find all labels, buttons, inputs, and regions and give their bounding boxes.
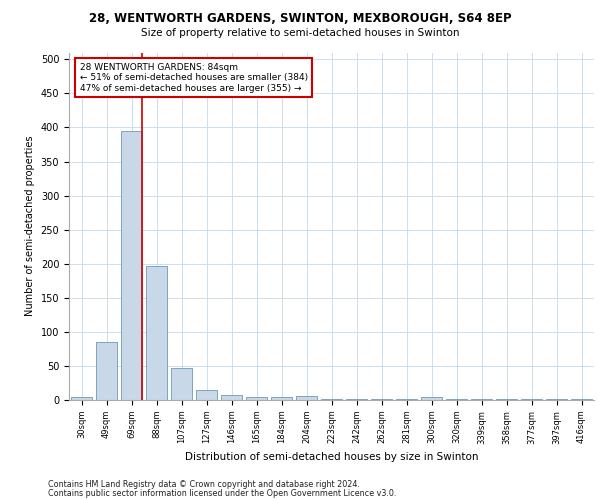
Bar <box>421 396 442 400</box>
Bar <box>121 131 142 400</box>
Bar <box>571 398 592 400</box>
Text: Size of property relative to semi-detached houses in Swinton: Size of property relative to semi-detach… <box>141 28 459 38</box>
Bar <box>296 396 317 400</box>
Text: Contains HM Land Registry data © Crown copyright and database right 2024.: Contains HM Land Registry data © Crown c… <box>48 480 360 489</box>
Bar <box>221 394 242 400</box>
Bar <box>71 396 92 400</box>
Text: 28 WENTWORTH GARDENS: 84sqm
← 51% of semi-detached houses are smaller (384)
47% : 28 WENTWORTH GARDENS: 84sqm ← 51% of sem… <box>79 63 308 92</box>
Y-axis label: Number of semi-detached properties: Number of semi-detached properties <box>25 136 35 316</box>
Bar <box>146 266 167 400</box>
Bar <box>96 342 117 400</box>
Bar <box>246 398 267 400</box>
Bar <box>171 368 192 400</box>
X-axis label: Distribution of semi-detached houses by size in Swinton: Distribution of semi-detached houses by … <box>185 452 478 462</box>
Text: 28, WENTWORTH GARDENS, SWINTON, MEXBOROUGH, S64 8EP: 28, WENTWORTH GARDENS, SWINTON, MEXBOROU… <box>89 12 511 26</box>
Bar <box>271 398 292 400</box>
Bar <box>196 390 217 400</box>
Text: Contains public sector information licensed under the Open Government Licence v3: Contains public sector information licen… <box>48 489 397 498</box>
